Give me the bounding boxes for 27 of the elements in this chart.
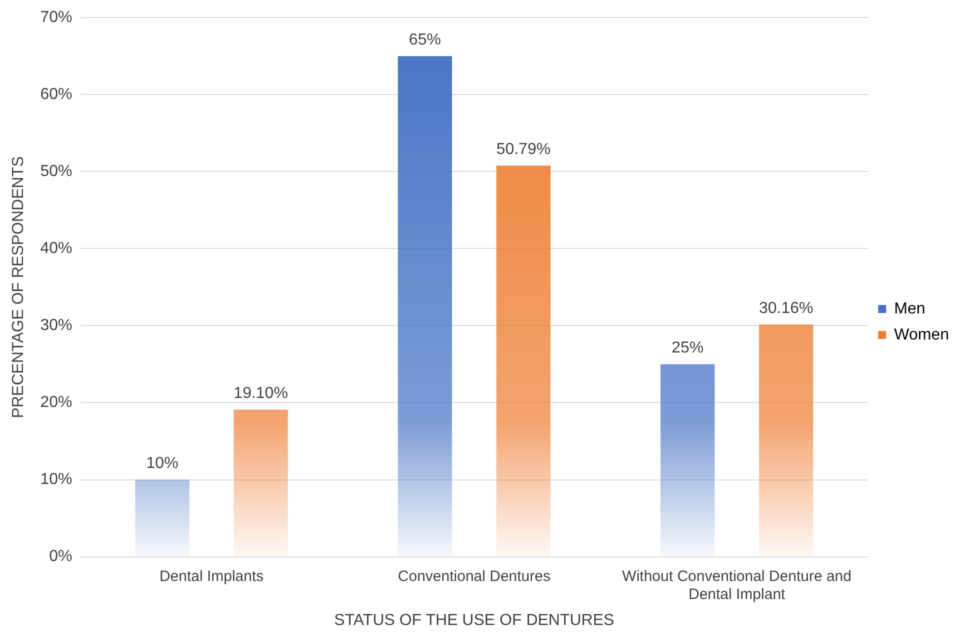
x-tick-label: Dental Implants [159, 568, 264, 585]
legend-label: Women [894, 326, 950, 344]
bar [398, 56, 452, 556]
x-tick-label: Conventional Dentures [398, 568, 550, 585]
y-tick-label: 0% [49, 548, 72, 566]
y-tick-label: 30% [40, 317, 72, 334]
data-label: 10% [146, 455, 178, 472]
x-axis-title: STATUS OF THE USE OF DENTURES [334, 612, 614, 629]
data-label: 19.10% [234, 385, 288, 402]
bar [135, 480, 190, 556]
bar [496, 166, 551, 556]
y-tick-label: 20% [40, 394, 72, 412]
data-label: 50.79% [496, 140, 551, 158]
x-tick-label: Without Conventional Denture and Dental Implant [622, 568, 852, 603]
y-tick-label: 10% [40, 471, 72, 488]
y-tick-label: 40% [40, 240, 72, 258]
y-tick-label: 70% [40, 9, 72, 26]
y-axis-title: PRECENTAGE OF RESPONDENTS [10, 156, 28, 418]
data-label: 25% [672, 340, 704, 357]
bar [660, 364, 715, 556]
y-tick-label: 50% [40, 163, 72, 180]
data-label: 30.16% [758, 300, 814, 317]
legend-label: Men [894, 300, 926, 318]
y-tick-label: 60% [40, 86, 72, 104]
bar [234, 410, 288, 556]
data-label: 65% [408, 32, 441, 49]
bar [759, 324, 814, 556]
